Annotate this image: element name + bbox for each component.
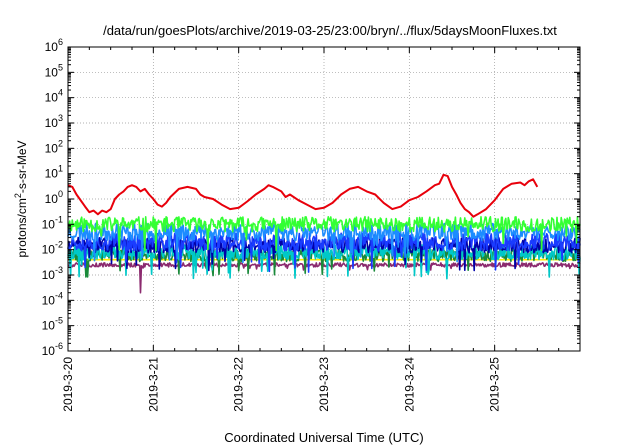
y-tick-label: 10-1 xyxy=(42,214,63,231)
series-line xyxy=(68,262,581,294)
y-tick-label: 106 xyxy=(45,37,63,54)
series-line xyxy=(67,215,581,252)
x-tick-label: 2019-3-22 xyxy=(232,357,246,412)
chart-title: /data/run/goesPlots/archive/2019-03-25/2… xyxy=(103,23,557,38)
x-tick-label: 2019-3-24 xyxy=(402,357,416,412)
y-tick-label: 100 xyxy=(45,189,63,206)
x-axis-ticks: 2019-3-20 2019-3-21 2019-3-22 2019-3-23 2019… xyxy=(61,47,560,412)
series-layer xyxy=(67,173,581,294)
y-tick-label: 10-6 xyxy=(42,341,63,358)
x-tick-label: 2019-3-21 xyxy=(146,357,160,412)
y-tick-label: 105 xyxy=(45,62,63,79)
x-axis-label: Coordinated Universal Time (UTC) xyxy=(224,430,423,445)
y-tick-label: 10-5 xyxy=(42,316,63,333)
x-tick-label: 2019-3-20 xyxy=(61,357,75,412)
grid-lines xyxy=(68,47,580,351)
y-axis-label: protons/cm2-s-sr-MeV xyxy=(13,140,29,257)
y-tick-label: 102 xyxy=(45,138,63,155)
y-tick-label: 101 xyxy=(45,164,63,181)
y-axis-label-prefix: protons/cm xyxy=(15,198,29,257)
y-axis-label-suffix: -s-sr-MeV xyxy=(15,140,29,193)
y-axis-ticks: 10-6 10-5 10-4 10-3 10-2 10-1 100 101 102 103 104 1… xyxy=(42,37,580,358)
y-tick-label: 103 xyxy=(45,113,63,130)
y-tick-label: 10-2 xyxy=(42,240,63,257)
y-tick-label: 10-3 xyxy=(42,265,63,282)
y-tick-label: 10-4 xyxy=(42,290,63,307)
y-axis-label-sup: 2 xyxy=(13,193,23,198)
x-tick-label: 2019-3-23 xyxy=(317,357,331,412)
y-tick-label: 104 xyxy=(45,88,63,105)
series-line xyxy=(67,173,539,218)
series-line xyxy=(67,222,581,264)
x-tick-label: 2019-3-25 xyxy=(488,357,502,412)
